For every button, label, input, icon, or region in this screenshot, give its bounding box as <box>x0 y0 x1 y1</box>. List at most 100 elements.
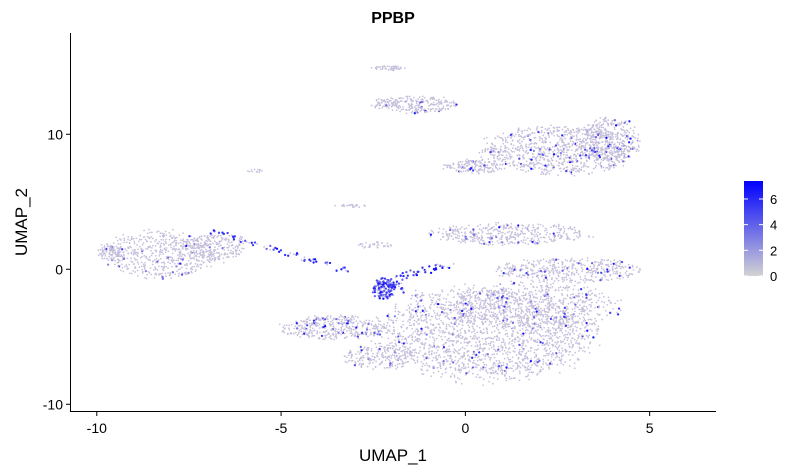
scatter-point <box>546 307 548 310</box>
scatter-point <box>584 152 586 154</box>
scatter-point <box>522 241 524 244</box>
scatter-point <box>542 358 544 361</box>
scatter-point <box>509 358 512 361</box>
scatter-point <box>428 104 430 107</box>
scatter-point <box>378 104 381 107</box>
scatter-point <box>605 134 607 137</box>
scatter-point <box>630 148 633 150</box>
scatter-point <box>425 338 428 341</box>
scatter-point <box>499 225 502 228</box>
scatter-point <box>489 233 491 235</box>
scatter-point <box>587 278 589 281</box>
scatter-point <box>561 278 564 281</box>
scatter-point <box>594 317 596 320</box>
scatter-point <box>406 99 408 101</box>
scatter-point <box>605 267 608 270</box>
scatter-point <box>443 308 446 311</box>
scatter-point <box>435 357 438 360</box>
scatter-point <box>185 267 188 270</box>
scatter-point <box>527 365 530 367</box>
scatter-point <box>460 167 463 170</box>
scatter-point <box>517 162 520 164</box>
scatter-point <box>564 330 567 332</box>
scatter-point <box>615 158 617 161</box>
scatter-point <box>600 259 603 261</box>
scatter-point <box>228 234 231 237</box>
scatter-point <box>418 352 420 354</box>
scatter-point <box>238 249 241 252</box>
scatter-point <box>565 166 568 169</box>
scatter-point <box>481 239 484 242</box>
scatter-point <box>501 325 504 328</box>
scatter-point <box>121 263 123 266</box>
scatter-point <box>489 148 492 151</box>
scatter-point <box>540 307 542 310</box>
scatter-point <box>413 324 415 326</box>
scatter-point <box>578 233 581 236</box>
scatter-point <box>551 145 554 148</box>
scatter-point <box>575 261 578 264</box>
scatter-point <box>614 263 617 266</box>
scatter-point <box>619 267 622 270</box>
scatter-point <box>600 271 603 274</box>
scatter-point <box>548 146 551 149</box>
scatter-point <box>522 232 524 235</box>
scatter-point <box>458 169 461 172</box>
scatter-point <box>542 134 545 137</box>
scatter-point <box>622 126 625 128</box>
scatter-point <box>415 104 417 107</box>
scatter-point <box>405 339 408 342</box>
scatter-point <box>171 257 174 259</box>
scatter-point <box>608 142 611 145</box>
scatter-point <box>560 355 563 357</box>
scatter-point <box>583 133 586 136</box>
scatter-point <box>227 246 230 249</box>
scatter-point <box>609 260 612 263</box>
scatter-point <box>422 354 424 357</box>
scatter-point <box>129 239 131 242</box>
scatter-point <box>370 331 372 334</box>
scatter-point <box>138 240 140 243</box>
scatter-point <box>417 319 419 322</box>
scatter-point <box>578 143 581 146</box>
scatter-point <box>437 334 440 337</box>
scatter-point <box>429 233 433 236</box>
scatter-point <box>521 140 523 143</box>
scatter-point <box>520 240 523 242</box>
scatter-point <box>424 309 426 312</box>
scatter-point <box>473 166 476 169</box>
scatter-point <box>170 277 172 279</box>
scatter-point <box>627 150 630 153</box>
scatter-point <box>445 301 448 304</box>
scatter-point <box>406 350 409 353</box>
scatter-point <box>464 167 466 169</box>
scatter-point <box>555 343 558 345</box>
scatter-point <box>474 168 477 171</box>
scatter-point <box>530 158 533 161</box>
scatter-point <box>168 258 170 261</box>
scatter-point <box>603 156 606 159</box>
scatter-point <box>573 367 576 370</box>
scatter-point <box>235 253 238 256</box>
scatter-point <box>430 352 433 355</box>
scatter-point <box>626 149 629 151</box>
scatter-point <box>431 359 434 362</box>
scatter-point <box>462 291 464 293</box>
scatter-point <box>523 236 526 239</box>
scatter-point <box>437 361 440 364</box>
scatter-point <box>562 150 564 153</box>
scatter-point <box>117 243 120 245</box>
scatter-point <box>157 261 159 264</box>
scatter-point <box>497 267 500 269</box>
scatter-point <box>179 250 182 252</box>
scatter-point <box>607 279 610 282</box>
scatter-point <box>575 339 578 342</box>
scatter-point <box>536 358 539 361</box>
scatter-point <box>155 238 158 241</box>
scatter-point <box>477 299 480 301</box>
scatter-point <box>141 252 144 255</box>
scatter-point <box>411 342 413 345</box>
scatter-point <box>230 241 233 244</box>
scatter-point <box>587 313 590 316</box>
scatter-point <box>588 236 591 238</box>
